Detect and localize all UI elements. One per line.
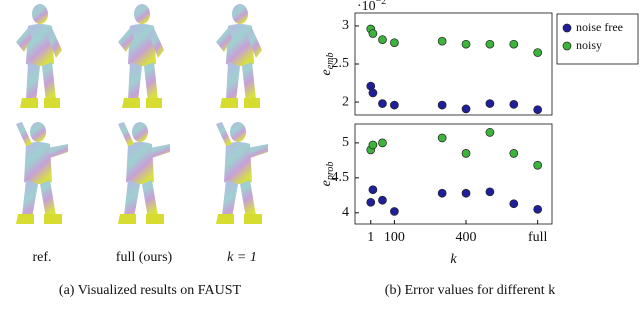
- data-point: [509, 149, 519, 158]
- data-point: [390, 207, 399, 216]
- data-point: [485, 128, 495, 137]
- data-point: [378, 99, 387, 108]
- data-point: [368, 88, 378, 98]
- x-axis-label: k: [450, 252, 457, 267]
- data-point: [437, 36, 447, 46]
- data-point: [366, 197, 376, 207]
- data-point: [485, 187, 495, 197]
- x-tick-label: 400: [456, 230, 477, 245]
- x-tick-label: 100: [384, 230, 405, 245]
- data-point: [509, 199, 519, 209]
- column-label: k = 1: [227, 250, 257, 265]
- data-point: [485, 99, 495, 108]
- y-axis-label: eprob: [319, 162, 336, 187]
- data-point: [461, 39, 471, 49]
- data-point: [533, 48, 543, 57]
- legend-label: noise free: [576, 20, 623, 34]
- data-point: [461, 188, 471, 198]
- mesh-images: [16, 4, 268, 224]
- data-point: [378, 35, 387, 44]
- x-tick-label: 1: [367, 230, 374, 245]
- legend-marker: [562, 41, 572, 51]
- y-tick-label: 2: [342, 94, 349, 109]
- data-point: [461, 149, 471, 158]
- multiplier-exp: −2: [376, 0, 387, 7]
- legend-marker: [562, 23, 572, 33]
- data-point: [509, 99, 519, 109]
- data-point: [368, 185, 378, 195]
- caption: (a) Visualized results on FAUST: [59, 283, 242, 298]
- data-point: [378, 195, 387, 205]
- data-point: [509, 39, 519, 49]
- data-point: [485, 39, 495, 49]
- data-point: [437, 188, 447, 198]
- data-point: [533, 105, 543, 115]
- data-point: [437, 100, 447, 110]
- data-point: [390, 38, 399, 48]
- plot-frame: [354, 123, 553, 225]
- column-label: ref.: [32, 250, 51, 265]
- multiplier-base: ·10: [357, 0, 376, 14]
- axis-multiplier: ·10−2: [357, 0, 386, 14]
- column-label: full (ours): [116, 250, 173, 265]
- data-point: [461, 104, 471, 114]
- y-label-base: e: [319, 69, 334, 75]
- caption: (b) Error values for different k: [385, 283, 555, 298]
- legend-box: [556, 13, 639, 65]
- y-label-sub: prob: [325, 162, 336, 182]
- data-point: [390, 100, 399, 110]
- data-point: [368, 140, 378, 150]
- legend-label: noisy: [576, 38, 602, 52]
- y-tick-label: 5: [342, 135, 349, 150]
- data-point: [368, 29, 378, 38]
- y-tick-label: 3: [342, 18, 349, 33]
- data-point: [378, 138, 387, 148]
- data-point: [533, 204, 543, 214]
- y-tick-label: 4: [342, 205, 349, 220]
- data-point: [437, 133, 447, 143]
- y-axis-label: eemb: [319, 53, 336, 76]
- plot-frame: [354, 12, 553, 116]
- x-tick-label: full: [528, 230, 548, 245]
- y-label-base: e: [319, 180, 334, 186]
- y-tick-label: 4.5: [332, 170, 350, 185]
- y-label-sub: emb: [325, 53, 336, 70]
- y-tick-label: 2.5: [332, 56, 350, 71]
- data-point: [533, 160, 543, 170]
